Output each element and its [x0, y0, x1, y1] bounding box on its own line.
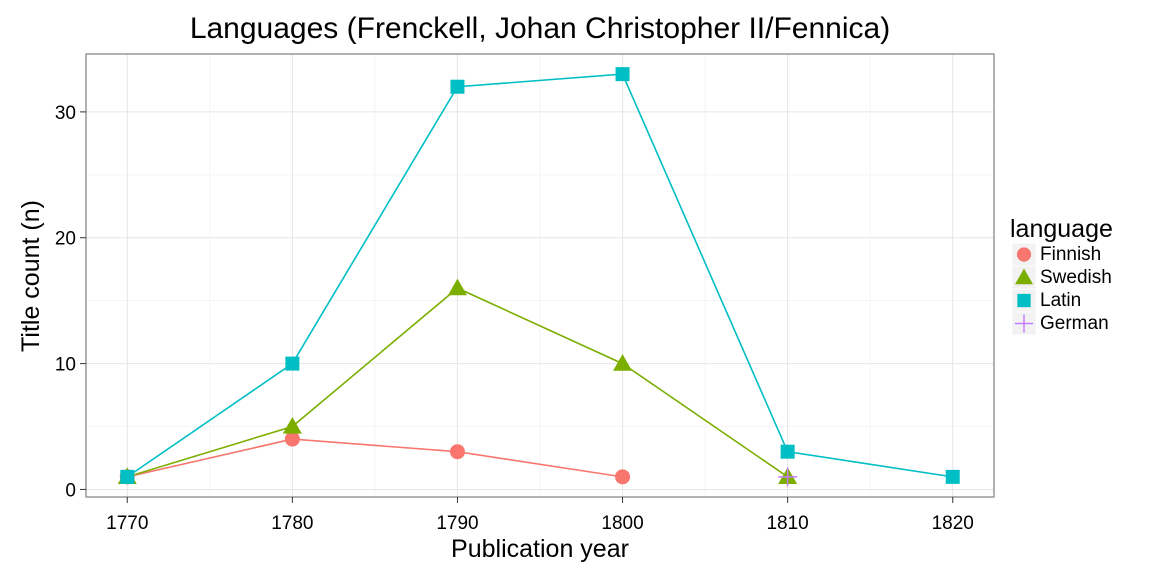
y-tick-label: 0 [65, 480, 76, 501]
data-point-latin [945, 469, 960, 484]
y-axis-label: Title count (n) [17, 200, 45, 352]
y-axis-ticks: 0 10 20 30 [55, 103, 86, 501]
legend-marker-german [1014, 314, 1034, 333]
legend-item-german: German [1011, 311, 1109, 336]
data-point-swedish [447, 278, 467, 296]
data-point-finnish [284, 431, 300, 447]
x-tick-label: 1820 [932, 513, 974, 534]
x-axis-label: Publication year [451, 535, 629, 563]
legend-marker-finnish [1016, 247, 1032, 262]
x-tick-label: 1780 [271, 513, 313, 534]
plot-panel [85, 53, 995, 498]
legend-marker-swedish [1014, 268, 1034, 285]
plot-grid [86, 54, 994, 497]
data-point-latin [780, 444, 795, 459]
x-tick-label: 1800 [601, 513, 643, 534]
legend-item-finnish: Finnish [1011, 242, 1101, 267]
legend-label: Swedish [1040, 267, 1112, 288]
data-point-latin [120, 469, 135, 484]
x-tick-label: 1770 [106, 513, 148, 534]
data-point-finnish [615, 469, 631, 485]
y-tick-label: 10 [55, 355, 76, 376]
series-line-finnish [127, 438, 623, 478]
data-point-latin [285, 356, 300, 371]
chart-title: Languages (Frenckell, Johan Christopher … [190, 12, 890, 45]
series-line-latin [126, 73, 953, 478]
legend-label: Latin [1040, 290, 1081, 311]
legend-item-swedish: Swedish [1011, 265, 1112, 290]
data-point-german [778, 467, 798, 487]
data-point-latin [615, 67, 630, 82]
data-point-swedish [282, 417, 302, 434]
legend-title: language [1010, 215, 1113, 243]
data-point-swedish [613, 354, 633, 371]
legend-label: German [1040, 313, 1109, 334]
x-axis-ticks: 1770 1780 1790 1800 1810 1820 [106, 497, 974, 534]
legend-label: Finnish [1040, 244, 1101, 265]
y-tick-label: 20 [55, 229, 76, 250]
legend-marker-latin [1017, 293, 1031, 308]
x-tick-label: 1790 [436, 513, 478, 534]
series-points [117, 67, 960, 487]
data-point-finnish [449, 444, 465, 460]
y-tick-label: 30 [55, 103, 76, 124]
legend-item-latin: Latin [1011, 288, 1081, 313]
data-point-latin [450, 79, 465, 94]
x-tick-label: 1810 [766, 513, 808, 534]
